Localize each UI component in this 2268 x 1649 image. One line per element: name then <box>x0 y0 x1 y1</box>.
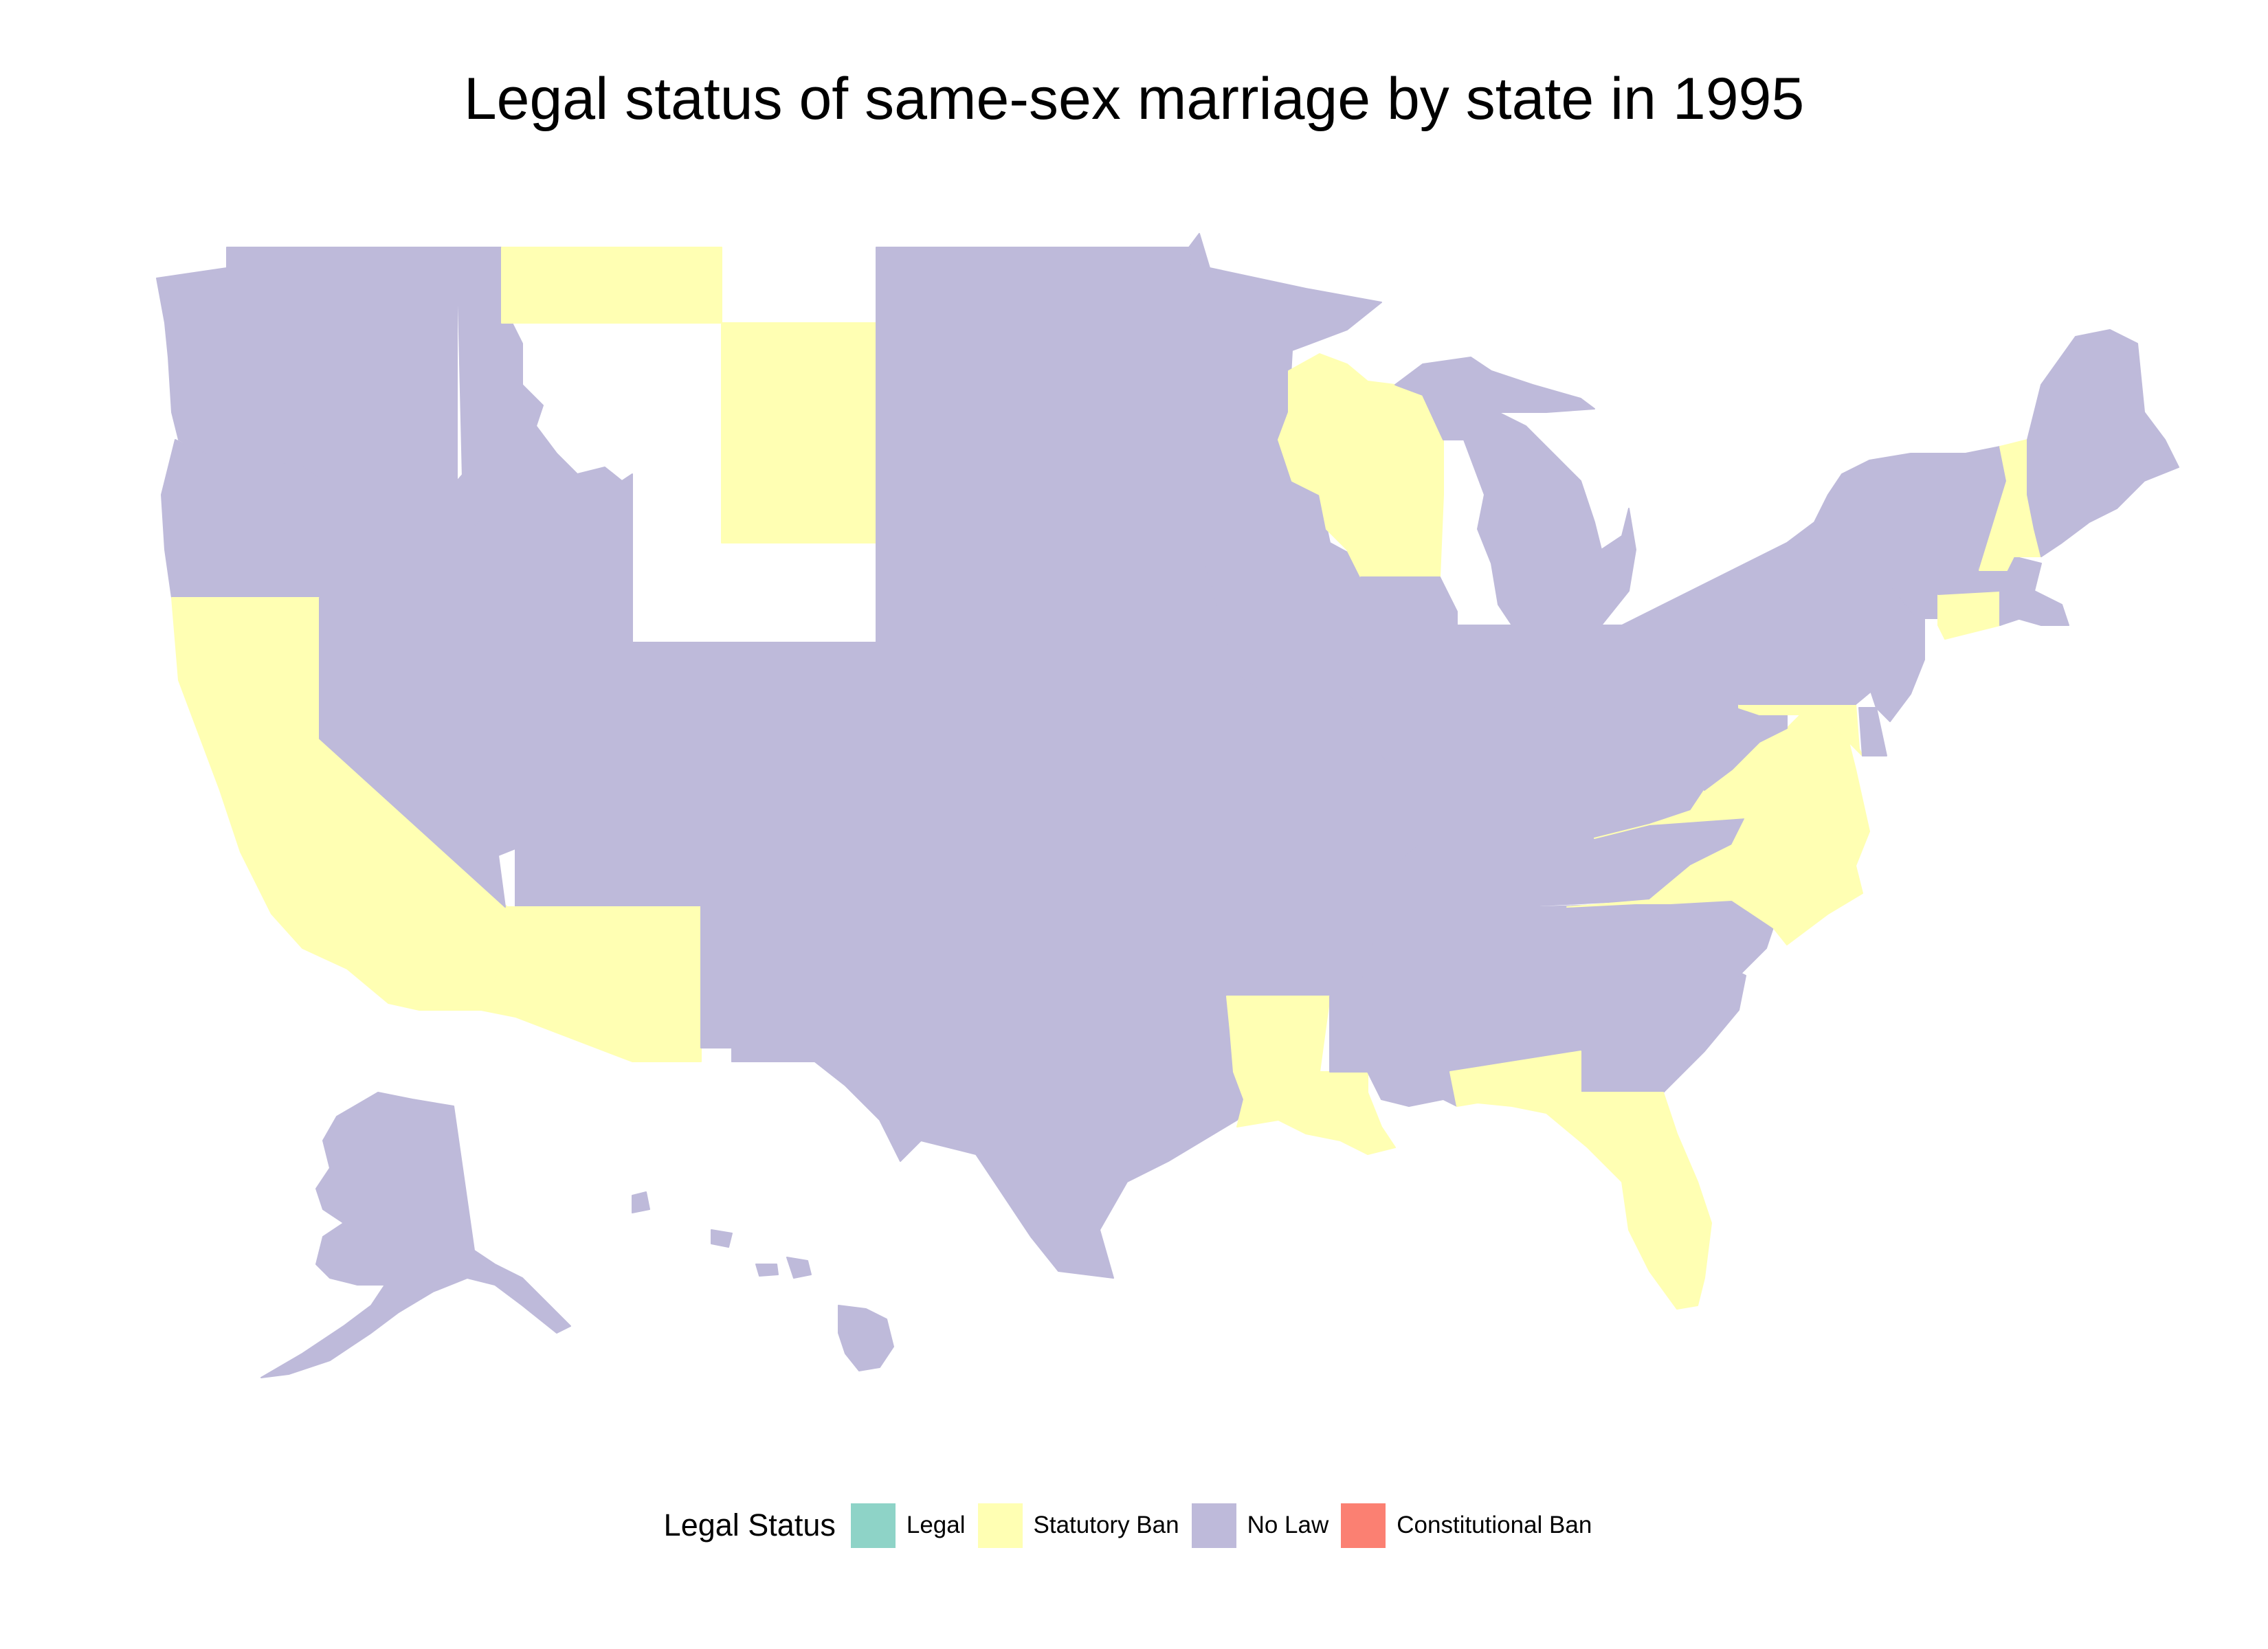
states-layer <box>156 233 2179 1378</box>
legend-item-statutory-ban: Statutory Ban <box>977 1503 1179 1548</box>
state-hawaii <box>632 1191 894 1371</box>
state-washington <box>156 247 458 482</box>
legend: Legal Status Legal Statutory Ban No Law … <box>0 1501 2268 1549</box>
legend-swatch-constitutional-ban <box>1341 1503 1386 1548</box>
state-mississippi <box>1329 906 1444 1107</box>
legend-label-legal: Legal <box>906 1512 966 1538</box>
legend-item-legal: Legal <box>850 1503 966 1548</box>
state-kansas <box>876 673 1258 815</box>
state-colorado <box>700 642 877 815</box>
state-south-dakota <box>876 405 1200 543</box>
state-alaska <box>260 1092 571 1378</box>
state-montana <box>501 247 722 324</box>
state-north-carolina <box>1566 831 1870 945</box>
state-idaho <box>456 247 633 598</box>
legend-swatch-statutory-ban <box>977 1503 1023 1548</box>
map-title: Legal status of same-sex marriage by sta… <box>463 66 1805 132</box>
state-delaware <box>1858 707 1887 756</box>
state-new-mexico <box>700 814 877 1062</box>
legend-label-constitutional-ban: Constitutional Ban <box>1397 1512 1592 1538</box>
legend-item-no-law: No Law <box>1191 1503 1329 1548</box>
state-florida <box>1449 1051 1712 1310</box>
legend-item-constitutional-ban: Constitutional Ban <box>1341 1503 1592 1548</box>
state-michigan <box>1394 357 1636 626</box>
state-wyoming <box>721 322 877 543</box>
legend-label-no-law: No Law <box>1247 1512 1329 1538</box>
state-texas <box>731 838 1258 1279</box>
legend-label-statutory-ban: Statutory Ban <box>1033 1512 1179 1538</box>
state-maryland <box>1738 704 1863 756</box>
state-connecticut <box>1937 590 2001 640</box>
legend-swatch-legal <box>850 1503 896 1548</box>
state-nebraska <box>876 542 1238 674</box>
state-maine <box>2027 329 2179 557</box>
state-north-dakota <box>876 247 1200 406</box>
legend-swatch-no-law <box>1191 1503 1236 1548</box>
legend-title: Legal Status <box>663 1507 836 1543</box>
state-arizona <box>480 906 702 1062</box>
state-utah <box>515 597 702 908</box>
